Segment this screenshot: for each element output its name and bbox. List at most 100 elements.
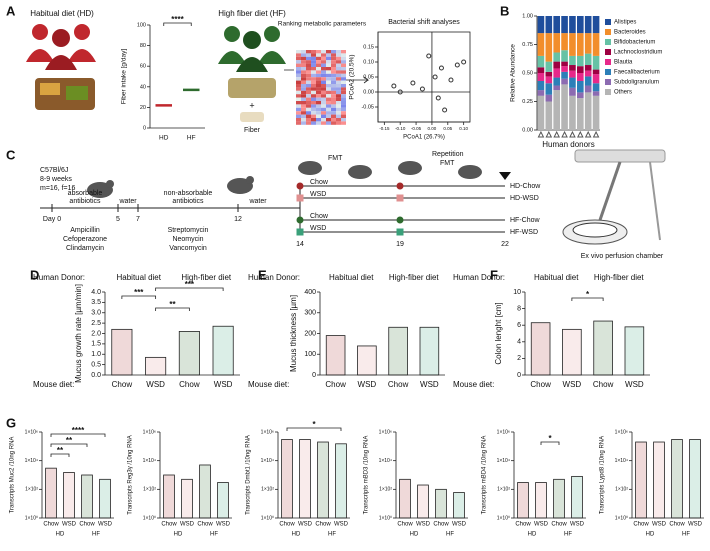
x-tick-label: Chow (515, 522, 531, 528)
point (391, 83, 397, 89)
significance-label: **** (171, 15, 184, 24)
y-tick-label: 1×10² (261, 487, 274, 493)
y-axis-label: PCoA2 (20.5%) (349, 54, 356, 99)
bar-segment (577, 92, 584, 99)
heat-cell (336, 56, 341, 61)
donor-label: Human Donor: (248, 273, 300, 282)
heat-cell (301, 67, 306, 71)
heat-cell (316, 118, 321, 122)
y-tick-label: 3.0 (91, 310, 101, 317)
chart: 1×10⁰ 1×10² 1×10⁴ 1×10⁶ Transcripts Dmbt1 /1… (246, 420, 350, 538)
y-tick-label: 1×10⁶ (143, 429, 156, 435)
group-label: HF (210, 532, 218, 538)
heat-cell (336, 60, 341, 64)
x-tick-label: 0.10 (459, 126, 468, 131)
x-tick-label: WSD (452, 522, 467, 528)
heat-cell (326, 53, 331, 57)
y-tick-label: 1×10⁶ (497, 429, 510, 435)
label: Streptomycin (168, 227, 209, 234)
heat-cell (336, 63, 341, 67)
bar (388, 326, 408, 376)
y-tick-label: 400 (304, 289, 316, 296)
y-tick-label: -0.05 (361, 104, 374, 110)
label: 8-9 weeks (40, 176, 72, 183)
x-tick-label: WSD (563, 380, 582, 389)
label: Ranking metabolic parameters (278, 21, 367, 28)
y-tick-label: 100 (304, 351, 316, 358)
bar-segment (592, 74, 600, 84)
bar (435, 488, 447, 519)
mouse-icon (298, 161, 482, 179)
significance-bracket (163, 22, 192, 26)
bar-segment (577, 33, 584, 56)
heat-cell (306, 50, 311, 54)
diet-label: Mouse diet: (453, 380, 494, 389)
heat-cell (306, 97, 311, 101)
heat-cell (311, 97, 316, 101)
heat-cell (336, 101, 341, 105)
heat-cell (341, 104, 346, 108)
x-tick-label: Chow (315, 522, 331, 528)
people-icon (26, 24, 96, 70)
significance-label: *** (134, 288, 144, 297)
heat-cell (296, 111, 301, 115)
heat-cell (306, 70, 311, 74)
heat-cell (316, 101, 321, 105)
heat-cell (336, 53, 341, 57)
bar-segment (537, 95, 545, 130)
point (426, 53, 432, 59)
significance-bracket (540, 441, 560, 445)
y-tick-label: 1×10⁴ (379, 458, 392, 464)
heat-cell (306, 56, 311, 61)
heat-cell (306, 121, 311, 125)
bar-segment (584, 70, 592, 77)
point (435, 95, 441, 101)
heat-cell (331, 94, 336, 98)
heat-cell (321, 107, 326, 112)
label: HF-Chow (510, 217, 541, 224)
chart: 1×10⁰ 1×10² 1×10⁴ 1×10⁶ Transcripts Muc2 /10… (10, 426, 114, 538)
heat-cell (341, 97, 346, 101)
bar (419, 326, 440, 376)
bar (63, 472, 75, 519)
heat-cell (326, 67, 331, 71)
heat-cell (316, 53, 321, 57)
bar-segment (592, 95, 600, 130)
bar (535, 482, 547, 519)
legend-label: Alistipes (614, 20, 636, 26)
heat-cell (301, 63, 306, 67)
branch (299, 185, 505, 233)
x-tick-label: Chow (179, 380, 200, 389)
bar (199, 464, 211, 519)
group-label: HD (410, 532, 419, 538)
heat-cell (301, 77, 306, 81)
heat-cell (326, 87, 331, 91)
x-tick-label: Chow (388, 380, 409, 389)
heat-cell (301, 53, 306, 57)
plot-frame (377, 31, 471, 123)
y-tick-label: 20 (140, 105, 146, 111)
bar (335, 443, 347, 519)
heat-cell (331, 104, 336, 108)
heat-cell (316, 50, 321, 54)
bar-segment (561, 66, 568, 72)
heat-cell (301, 97, 306, 101)
heat-cell (336, 70, 341, 74)
heat-cell (341, 101, 346, 105)
point (454, 62, 460, 68)
bar-segment (577, 98, 584, 130)
food-image (228, 78, 276, 98)
y-tick-label: 0.10 (363, 59, 374, 65)
heat-cell (321, 77, 326, 81)
x-axis-label: Human donors (542, 140, 594, 149)
group-label: HD (646, 532, 655, 538)
donor-label: Human Donor: (453, 273, 505, 282)
label: m=16, f=16 (40, 185, 76, 192)
heat-cell (296, 97, 301, 101)
y-tick-label: 6 (517, 322, 521, 329)
bar-segment (569, 95, 576, 130)
x-tick-label: WSD (416, 522, 431, 528)
bar-segment (569, 87, 576, 96)
bar-segment (577, 66, 584, 73)
label: water (248, 198, 267, 205)
